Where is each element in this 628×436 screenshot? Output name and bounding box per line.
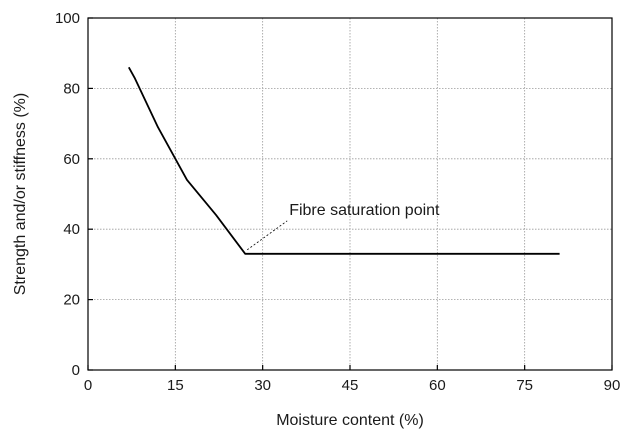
- x-tick-label: 15: [167, 377, 184, 394]
- series-line: [128, 66, 560, 255]
- x-tick-label: 60: [429, 377, 446, 394]
- x-tick-label: 90: [604, 377, 621, 394]
- grid: [88, 18, 612, 370]
- x-tick-label: 0: [84, 377, 92, 394]
- x-tick-label: 75: [516, 377, 533, 394]
- x-axis-title: Moisture content (%): [276, 412, 424, 429]
- y-tick-label: 100: [55, 10, 80, 27]
- plot-frame: [87, 17, 613, 371]
- y-tick-label: 0: [72, 362, 80, 379]
- annotations: Fibre saturation point: [246, 202, 440, 251]
- y-axis-title: Strength and/or stiffness (%): [12, 93, 29, 295]
- series: [128, 66, 560, 255]
- annotation-label: Fibre saturation point: [289, 202, 440, 219]
- y-tick-label: 20: [63, 292, 80, 309]
- y-tick-label: 60: [63, 151, 80, 168]
- x-tick-label: 30: [254, 377, 271, 394]
- y-tick-label: 80: [63, 80, 80, 97]
- y-tick-label: 40: [63, 221, 80, 238]
- ticks: 0 15 30 45 60 75 90 0 20 40 60 80 100: [55, 10, 620, 394]
- annotation-leader: [246, 220, 288, 251]
- x-tick-label: 45: [342, 377, 359, 394]
